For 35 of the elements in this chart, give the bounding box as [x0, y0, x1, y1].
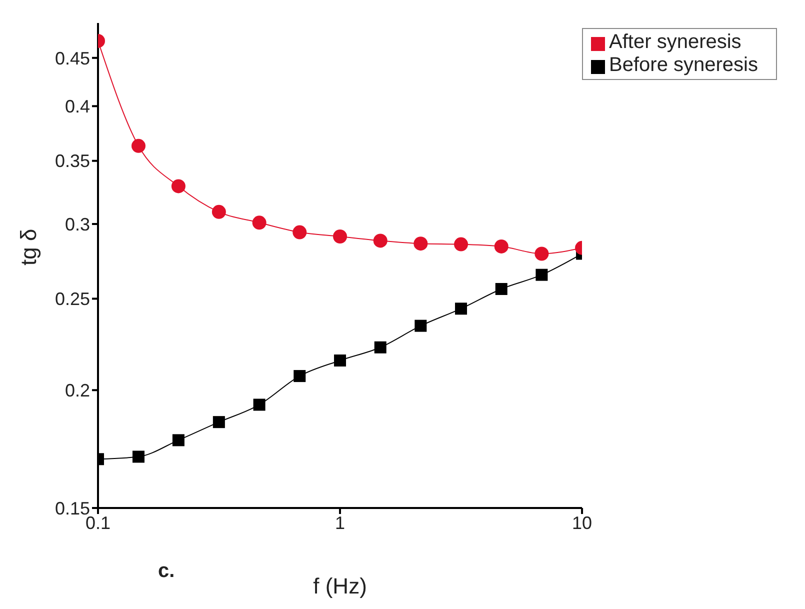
point [212, 204, 226, 219]
point [414, 320, 427, 332]
point [212, 416, 225, 428]
point [253, 398, 266, 411]
point [294, 370, 306, 382]
legend-label: Before syneresis [609, 54, 758, 76]
x-tick-label: 10 [572, 512, 592, 533]
point [171, 179, 186, 194]
point [132, 450, 144, 463]
point [334, 354, 346, 367]
point [292, 225, 307, 240]
y-tick-label: 0.2 [64, 380, 90, 401]
point [534, 246, 549, 261]
point [374, 341, 386, 354]
legend-label: After syneresis [609, 31, 742, 53]
y-tick-label: 0.25 [54, 289, 90, 310]
x-axis-title: f (Hz) [313, 574, 367, 599]
point [333, 229, 348, 244]
y-axis-title: tg δ [16, 228, 41, 266]
point [455, 302, 468, 315]
point [373, 234, 388, 248]
x-tick-label: 1 [335, 512, 346, 533]
point [495, 282, 508, 295]
y-tick-label: 0.3 [64, 214, 90, 234]
text: c. [158, 560, 175, 583]
y-tick-label: 0.4 [64, 96, 90, 117]
point [414, 236, 428, 251]
point [131, 138, 146, 153]
point [494, 239, 508, 254]
point [172, 434, 184, 446]
y-tick-label: 0.45 [54, 48, 90, 68]
point [252, 216, 266, 230]
point [536, 268, 548, 281]
point [454, 237, 468, 252]
y-tick-label: 0.35 [54, 151, 90, 172]
